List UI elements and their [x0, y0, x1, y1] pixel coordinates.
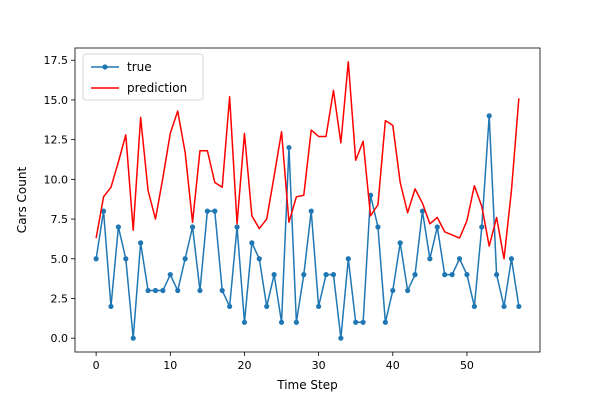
data-point-true	[345, 256, 351, 262]
data-point-true	[219, 287, 225, 294]
data-point-true	[293, 319, 299, 325]
y-axis-label: Cars Count	[15, 167, 29, 234]
data-point-true	[375, 224, 381, 230]
x-tick-label: 10	[163, 359, 177, 372]
data-point-true	[145, 287, 151, 294]
data-point-true	[442, 272, 448, 278]
x-axis-label: Time Step	[276, 378, 338, 392]
data-point-true	[501, 303, 507, 310]
data-point-true	[123, 256, 129, 262]
data-point-true	[382, 319, 388, 325]
data-point-true	[301, 272, 307, 278]
data-point-true	[479, 224, 485, 230]
data-point-true	[412, 272, 418, 278]
data-point-true	[508, 256, 515, 262]
data-point-true	[316, 303, 322, 310]
y-tick-label: 10.0	[44, 173, 69, 186]
data-point-true	[227, 303, 233, 310]
data-point-true	[330, 272, 337, 278]
x-tick-label: 20	[237, 359, 251, 372]
data-point-true	[434, 224, 440, 230]
plot-area	[93, 61, 522, 341]
series-line-prediction	[95, 61, 520, 260]
data-point-true	[189, 224, 196, 230]
data-point-true	[271, 272, 277, 278]
data-point-true	[152, 287, 159, 294]
data-point-true	[464, 272, 470, 278]
data-point-true	[138, 240, 144, 246]
data-point-true	[234, 224, 240, 230]
data-point-true	[286, 144, 292, 151]
data-point-true	[115, 224, 121, 230]
data-point-true	[175, 287, 181, 294]
data-point-true	[390, 287, 396, 294]
legend-label-prediction: prediction	[127, 81, 187, 95]
data-point-true	[427, 256, 433, 262]
axes: 0 10 20 30 40 50 0.0 2.5 5.0 7.5 10.0 12.5 15.0 17.5	[44, 47, 541, 372]
data-point-true	[494, 272, 500, 278]
y-tick-label: 5.0	[51, 253, 69, 266]
y-tick-label: 0.0	[51, 332, 69, 345]
data-point-true	[241, 319, 248, 325]
data-point-true	[405, 287, 411, 294]
series-line-true	[95, 115, 520, 339]
data-point-true	[108, 303, 114, 310]
data-point-true	[264, 303, 270, 310]
y-tick-label: 7.5	[51, 213, 69, 226]
legend: true prediction	[82, 53, 204, 101]
x-tick-label: 40	[386, 359, 400, 372]
data-point-true	[278, 319, 285, 325]
legend-label-true: true	[127, 60, 152, 74]
y-tick-label: 2.5	[51, 292, 69, 305]
data-point-true	[471, 303, 477, 310]
y-tick-label: 17.5	[44, 54, 69, 67]
data-point-true	[456, 256, 463, 262]
data-point-true	[338, 335, 344, 341]
data-point-true	[449, 272, 455, 278]
data-point-true	[212, 208, 218, 214]
data-point-true	[182, 256, 188, 262]
axes-frame	[74, 47, 541, 353]
data-point-true	[323, 272, 329, 278]
data-point-true	[486, 113, 492, 119]
data-point-true	[130, 335, 136, 341]
data-point-true	[249, 240, 255, 246]
x-tick-label: 30	[312, 359, 326, 372]
data-point-true	[419, 208, 426, 214]
data-point-true	[197, 287, 203, 294]
data-point-true	[353, 319, 359, 325]
data-point-true	[308, 208, 314, 214]
data-point-true	[204, 208, 210, 214]
data-point-true	[516, 303, 522, 310]
y-tick-label: 12.5	[44, 134, 69, 147]
data-point-true	[100, 208, 107, 214]
data-point-true	[256, 256, 262, 262]
data-point-true	[397, 240, 403, 246]
x-tick-label: 0	[93, 359, 100, 372]
data-point-true	[360, 319, 366, 325]
data-point-true	[93, 256, 99, 262]
x-tick-label: 50	[460, 359, 474, 372]
y-tick-label: 15.0	[44, 94, 69, 107]
legend-marker-true	[102, 64, 108, 70]
data-point-true	[160, 287, 166, 294]
data-point-true	[167, 272, 173, 278]
